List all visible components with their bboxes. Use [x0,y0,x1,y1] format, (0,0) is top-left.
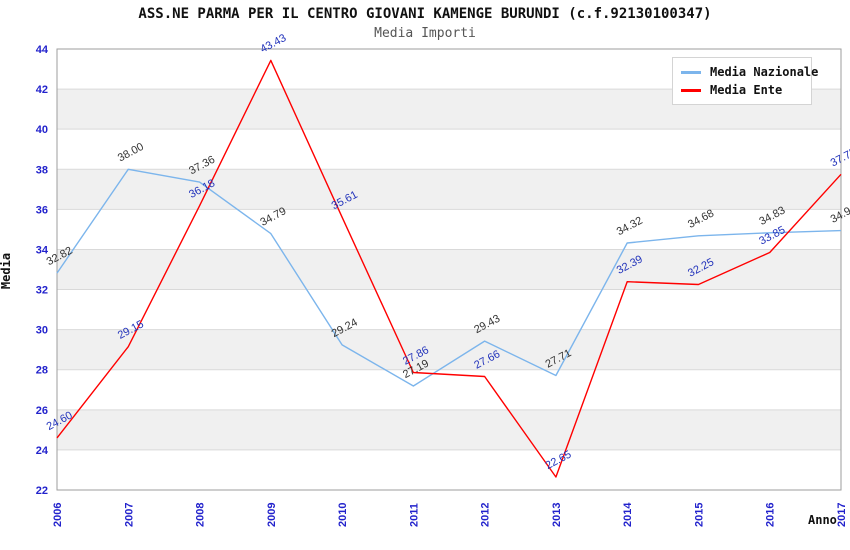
plot-band [57,409,841,450]
y-tick-label: 32 [36,285,48,297]
y-tick-label: 34 [36,244,49,256]
plot-band [57,169,841,210]
y-tick-label: 42 [36,84,48,96]
x-tick-label: 2009 [266,503,278,527]
series-line-media-ente [56,59,842,478]
y-tick-label: 44 [36,44,49,56]
x-tick-label: 2017 [836,503,848,527]
media-nazionale-line-swatch-icon [681,70,701,74]
y-tick-label: 36 [36,204,48,216]
data-label: 37.75 [829,146,850,170]
plot-border [56,48,842,491]
x-tick-label: 2008 [195,503,207,527]
y-tick-label: 38 [36,164,48,176]
x-tick-label: 2014 [622,502,634,527]
chart-title: ASS.NE PARMA PER IL CENTRO GIOVANI KAMEN… [138,6,712,22]
x-tick-label: 2010 [337,503,349,527]
y-axis-title: Media [0,252,13,290]
data-label: 34.32 [615,215,645,239]
plot-band [57,249,841,290]
legend-label-media-ente: Media Ente [710,83,783,97]
legend-label-media-nazionale: Media Nazionale [710,65,819,79]
chart-subtitle: Media Importi [374,26,476,41]
x-tick-label: 2013 [551,503,563,527]
data-label: 43.43 [258,32,288,56]
x-tick-label: 2015 [693,503,705,527]
x-tick-label: 2007 [123,503,135,527]
legend: Media Nazionale Media Ente [672,57,818,105]
y-tick-label: 40 [36,124,48,136]
media-ente-line-swatch-icon [681,88,701,92]
x-tick-label: 2006 [52,503,64,527]
y-tick-label: 30 [36,325,48,337]
data-label: 34.68 [686,207,716,231]
data-label: 38.00 [116,141,146,165]
y-tick-label: 24 [36,445,49,457]
x-axis-title: Anno [808,513,837,527]
x-tick-label: 2012 [480,503,492,527]
series-line-media-nazionale [56,168,842,387]
x-tick-label: 2016 [765,503,777,527]
y-tick-label: 28 [36,365,48,377]
y-tick-label: 26 [36,405,48,417]
legend-item-media-nazionale: Media Nazionale [681,63,818,81]
x-tick-label: 2011 [408,503,420,527]
y-tick-label: 22 [36,485,48,497]
legend-item-media-ente: Media Ente [681,81,803,99]
